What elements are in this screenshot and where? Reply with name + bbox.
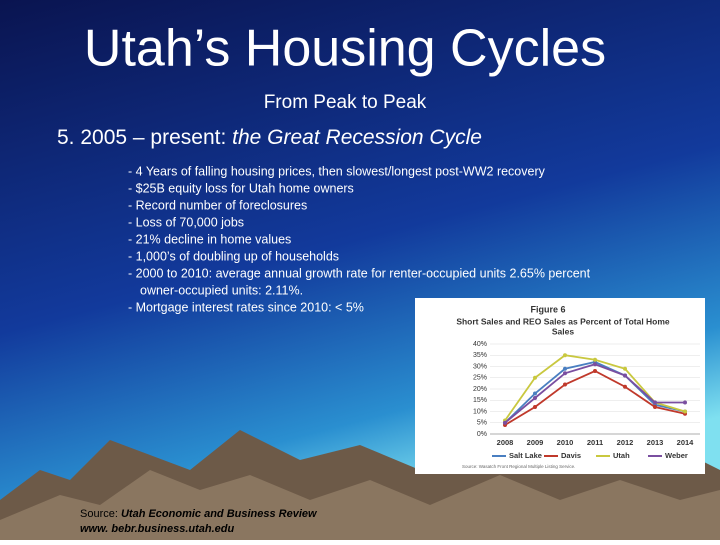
- bullet-text: - 21% decline in home values: [128, 232, 291, 246]
- x-tick-label: 2013: [647, 438, 664, 447]
- bullet-text: - Loss of 70,000 jobs: [128, 215, 244, 229]
- y-tick-label: 30%: [473, 363, 487, 370]
- data-point: [593, 369, 597, 373]
- chart-title: Figure 6: [530, 304, 565, 314]
- heading-emphasis: the Great Recession Cycle: [232, 126, 482, 149]
- x-tick-label: 2008: [497, 438, 514, 447]
- legend-label: Davis: [561, 451, 581, 460]
- data-point: [563, 353, 567, 358]
- x-tick-label: 2009: [527, 438, 544, 447]
- bullet-text: - 4 Years of falling housing prices, the…: [128, 164, 546, 178]
- data-point: [533, 375, 537, 380]
- bullet-list: - 4 Years of falling housing prices, the…: [128, 164, 591, 314]
- y-tick-label: 10%: [473, 408, 487, 415]
- chart-source: Source: Wasatch Front Regional Multiple …: [462, 464, 575, 469]
- legend-label: Weber: [665, 451, 688, 460]
- bullet-text: - 1,000’s of doubling up of households: [128, 249, 339, 263]
- slide-subtitle: From Peak to Peak: [264, 92, 427, 113]
- data-point: [653, 400, 657, 405]
- chart: Figure 6 Short Sales and REO Sales as Per…: [456, 304, 700, 469]
- data-point: [533, 391, 537, 396]
- heading: 5. 2005 – present: the Great Recession C…: [57, 126, 482, 149]
- data-point: [563, 366, 567, 371]
- data-point: [593, 357, 597, 362]
- source-lead: Source:: [80, 508, 121, 520]
- figure-panel: [415, 298, 705, 474]
- data-point: [623, 366, 627, 371]
- data-point: [593, 362, 597, 367]
- source-publication: Utah Economic and Business Review: [121, 508, 318, 520]
- chart-subtitle: Short Sales and REO Sales as Percent of …: [456, 316, 670, 326]
- bullet-text: - $25B equity loss for Utah home owners: [128, 181, 354, 195]
- legend-label: Salt Lake: [509, 451, 542, 460]
- data-point: [653, 405, 657, 409]
- chart-subtitle: Sales: [552, 326, 574, 336]
- legend-label: Utah: [613, 451, 630, 460]
- data-point: [683, 409, 687, 414]
- y-tick-label: 40%: [473, 341, 487, 348]
- x-tick-label: 2010: [557, 438, 574, 447]
- source-url: www. bebr.business.utah.edu: [80, 523, 235, 535]
- bullet-text: - Mortgage interest rates since 2010: < …: [128, 300, 364, 314]
- x-tick-label: 2012: [617, 438, 634, 447]
- data-point: [563, 371, 567, 376]
- x-tick-label: 2014: [677, 438, 695, 447]
- y-tick-label: 20%: [473, 386, 487, 393]
- data-point: [533, 405, 537, 409]
- x-tick-label: 2011: [587, 438, 603, 447]
- data-point: [563, 382, 567, 387]
- y-tick-label: 15%: [473, 397, 487, 404]
- data-point: [683, 400, 687, 405]
- y-tick-label: 0%: [477, 431, 487, 438]
- heading-lead: 5. 2005 – present:: [57, 126, 232, 149]
- y-tick-label: 5%: [477, 420, 487, 427]
- source-line: Source: Utah Economic and Business Revie…: [80, 508, 318, 520]
- data-point: [623, 373, 627, 378]
- data-point: [533, 396, 537, 400]
- bullet-text: - Record number of foreclosures: [128, 198, 307, 212]
- data-point: [623, 384, 627, 389]
- bullet-text: owner-occupied units: 2.11%.: [140, 283, 303, 297]
- y-tick-label: 25%: [473, 375, 487, 382]
- data-point: [503, 420, 507, 425]
- slide-title: Utah’s Housing Cycles: [84, 20, 606, 78]
- y-tick-label: 35%: [473, 352, 487, 359]
- bullet-text: - 2000 to 2010: average annual growth ra…: [128, 266, 591, 280]
- mountains-front: [0, 470, 720, 540]
